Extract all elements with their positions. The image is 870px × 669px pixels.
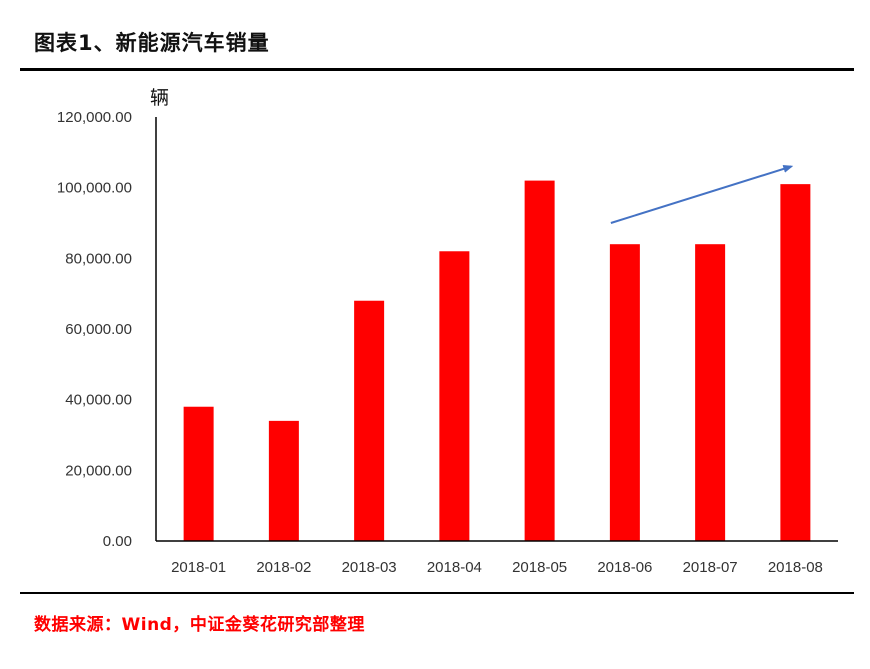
x-tick-label: 2018-02: [256, 559, 311, 576]
bar-2018-01: [183, 406, 214, 541]
annotations: [610, 165, 794, 224]
x-tick-label: 2018-04: [427, 559, 482, 576]
bars: [183, 180, 811, 541]
x-tick-label: 2018-05: [512, 559, 567, 576]
source-note: 数据来源：Wind，中证金葵花研究部整理: [34, 615, 365, 635]
y-tick-label: 120,000.00: [57, 109, 132, 126]
x-tick-label: 2018-07: [683, 559, 738, 576]
x-tick-label: 2018-03: [342, 559, 397, 576]
y-tick-label: 80,000.00: [65, 250, 132, 267]
x-tick-labels: 2018-01 2018-02 2018-03 2018-04 2018-05 2018-…: [171, 559, 823, 576]
y-tick-labels: 0.00 20,000.00 40,000.00 60,000.00 80,000.00…: [57, 109, 132, 550]
y-axis-unit-label: 辆: [150, 87, 169, 109]
bar-2018-04: [439, 251, 470, 541]
bar-2018-07: [695, 244, 726, 541]
y-tick-label: 100,000.00: [57, 180, 132, 197]
y-tick-label: 60,000.00: [65, 321, 132, 338]
trend-arrow: [610, 165, 794, 224]
bar-2018-05: [524, 180, 555, 541]
bar-2018-06: [609, 244, 640, 541]
y-tick-label: 0.00: [103, 533, 132, 550]
y-tick-label: 40,000.00: [65, 392, 132, 409]
bottom-rule: [20, 592, 854, 594]
x-tick-label: 2018-06: [597, 559, 652, 576]
bar-2018-03: [354, 300, 385, 541]
bar-2018-02: [268, 420, 299, 541]
x-tick-label: 2018-01: [171, 559, 226, 576]
x-tick-label: 2018-08: [768, 559, 823, 576]
y-tick-label: 20,000.00: [65, 462, 132, 479]
bar-2018-08: [780, 184, 811, 541]
top-rule: [20, 68, 854, 71]
figure-title: 图表1、新能源汽车销量: [34, 31, 270, 55]
